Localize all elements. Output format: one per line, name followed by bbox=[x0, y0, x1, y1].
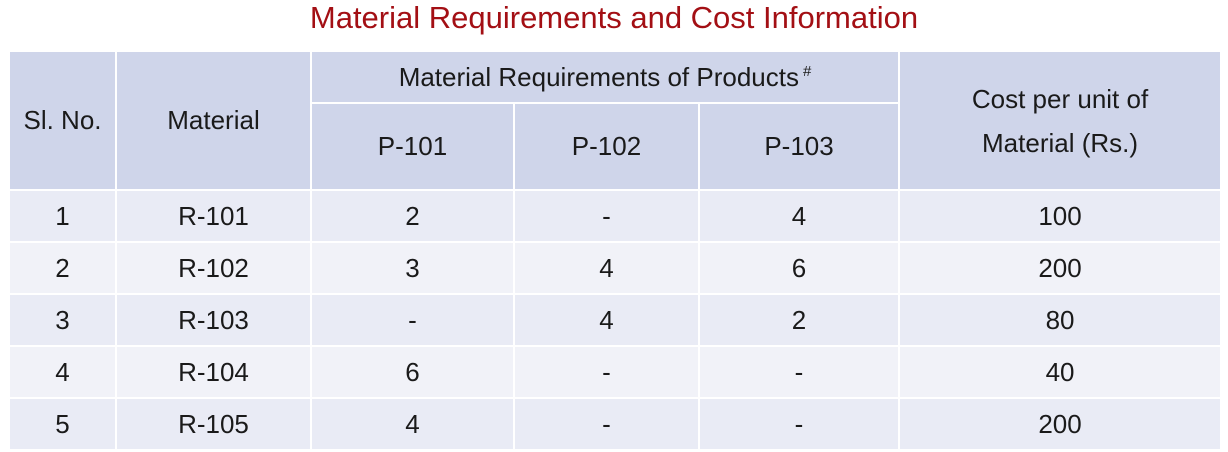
table-cell: 1 bbox=[8, 189, 117, 243]
header-group-label: Material Requirements of Products bbox=[398, 61, 799, 92]
table-cell: 4 bbox=[513, 293, 700, 347]
table-cell: 3 bbox=[310, 241, 515, 295]
header-row: P-101 P-102 P-103 bbox=[9, 102, 1221, 191]
header-cell: P-101 bbox=[310, 102, 515, 191]
header-cell: P-102 bbox=[513, 102, 700, 191]
table-cell: R-101 bbox=[115, 189, 312, 243]
table-row: 1 R-101 2-4 100 bbox=[8, 189, 1223, 243]
table-cell: 4 bbox=[697, 189, 901, 243]
table-cell: - bbox=[513, 189, 700, 243]
header-cell: P-103 bbox=[697, 102, 901, 191]
table-cell: 80 bbox=[898, 293, 1223, 347]
table-cell: 2 bbox=[8, 241, 117, 295]
table-cell: - bbox=[513, 345, 700, 399]
table-cell: R-104 bbox=[115, 345, 312, 399]
table-cell: 6 bbox=[697, 241, 901, 295]
table-cell: - bbox=[697, 397, 901, 451]
header-group: Material Requirements of Products # bbox=[309, 50, 901, 104]
table-cell: 4 bbox=[310, 397, 515, 451]
table-cell: 4 bbox=[8, 345, 117, 399]
table-header: Sl. No. Material Material Requirements o… bbox=[8, 50, 1223, 191]
table-cell: 6 bbox=[310, 345, 515, 399]
header-cell: Sl. No. bbox=[8, 50, 117, 191]
table-row: 2 R-102 3 4 6 200 bbox=[8, 241, 1223, 295]
header-cell: Material bbox=[115, 50, 312, 191]
table-cell: 40 bbox=[898, 345, 1223, 399]
title: Material Requirements and Cost Informati… bbox=[309, 0, 919, 35]
table-cell: - bbox=[513, 397, 700, 451]
table-cell: R-103 bbox=[115, 293, 312, 347]
table-cell: 200 bbox=[898, 241, 1223, 295]
table-cell: - bbox=[310, 293, 515, 347]
table-cell: 2 bbox=[697, 293, 901, 347]
table-cell: 4 bbox=[513, 241, 700, 295]
table-cell: 5 bbox=[8, 397, 117, 451]
table-row: 3 R-103-4 2 80 bbox=[8, 293, 1223, 347]
table-cell: R-105 bbox=[115, 397, 312, 451]
table-cell: 3 bbox=[8, 293, 117, 347]
table-body: 1 R-101 2-4 100 2 R-102 3 4 6 200 3 R-103-4 2 80 4 R-10… bbox=[8, 189, 1223, 451]
table-row: 5 R-105 4- -200 bbox=[8, 397, 1223, 451]
table-cell: 100 bbox=[898, 189, 1223, 243]
table: Sl. No. Material Material Requirements o… bbox=[8, 50, 1223, 451]
table-cell: R-102 bbox=[115, 241, 312, 295]
header-cell: Cost per unit of Material (Rs.) bbox=[898, 50, 1223, 191]
footnote-mark: # bbox=[802, 62, 812, 80]
table-cell: 200 bbox=[898, 397, 1223, 451]
table-cell: - bbox=[697, 345, 901, 399]
table-row: 4 R-104 6- -40 bbox=[8, 345, 1223, 399]
table-cell: 2 bbox=[310, 189, 515, 243]
